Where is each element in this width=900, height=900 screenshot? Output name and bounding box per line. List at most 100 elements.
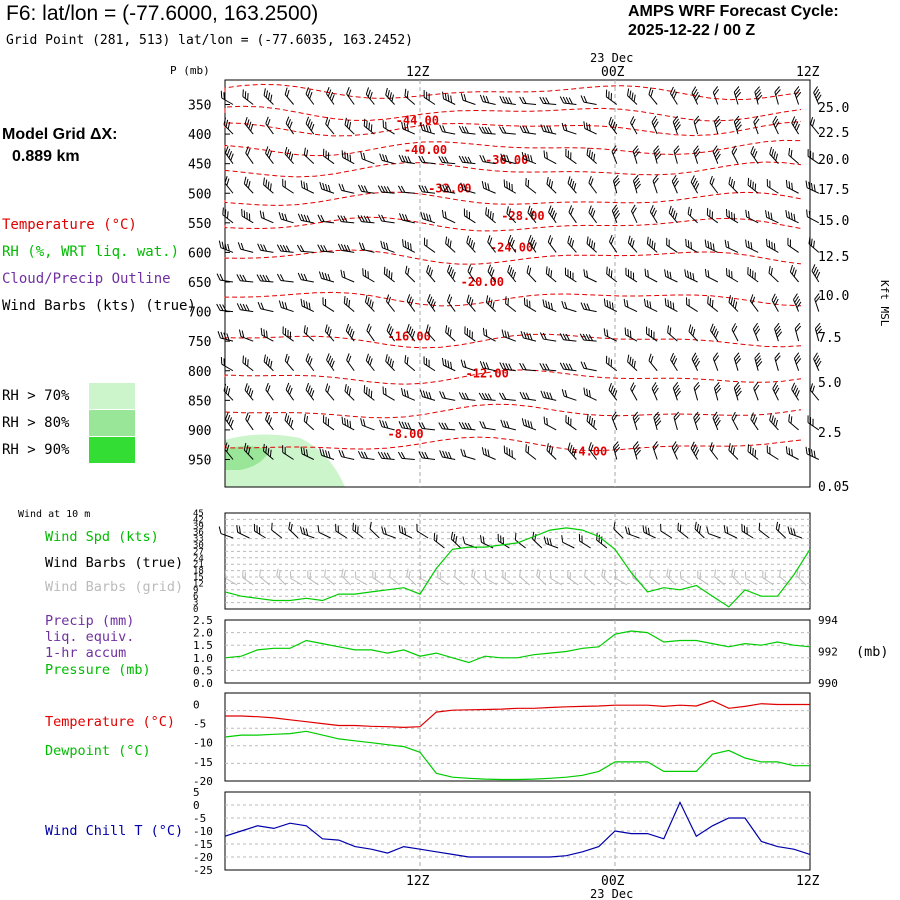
wind-barb — [485, 207, 496, 224]
barb-flag — [550, 447, 554, 455]
wind-barb — [338, 183, 355, 194]
barb-flag — [732, 325, 738, 333]
barb-flag — [750, 146, 755, 154]
barb-staff — [762, 577, 774, 586]
barb-flag — [343, 215, 348, 223]
wind-barb — [648, 353, 658, 372]
barb-flag — [290, 523, 293, 532]
barb-flag — [728, 295, 731, 303]
barb-flag — [771, 415, 774, 423]
barb-staff — [645, 305, 658, 313]
barb-staff — [363, 125, 375, 135]
barb-staff — [523, 369, 537, 372]
barb-staff — [502, 577, 514, 586]
barb-staff — [726, 215, 739, 224]
pressure-line — [224, 630, 811, 664]
legend-wind-barbs-true: Wind Barbs (true) — [45, 555, 184, 571]
barb-flag — [441, 156, 446, 164]
barb-flag — [398, 421, 403, 429]
barb-flag — [674, 212, 678, 220]
wind-barb — [565, 415, 577, 431]
wind-barb — [693, 382, 700, 401]
rh80-region — [225, 446, 270, 470]
wind-barb — [520, 330, 537, 342]
wind-barb — [814, 293, 821, 312]
wind-barb — [499, 95, 516, 105]
barb-flag — [671, 355, 676, 363]
barb-flag — [508, 182, 511, 190]
barb-flag — [649, 238, 652, 246]
windchill-line — [224, 800, 811, 858]
barb-flag — [322, 449, 326, 457]
barb-flag — [816, 271, 821, 279]
barb-flag — [670, 301, 672, 309]
barb-flag — [244, 572, 246, 580]
barb-flag — [713, 328, 718, 336]
barb-flag — [812, 152, 814, 160]
barb-flag — [284, 87, 288, 95]
barb-flag — [645, 326, 648, 334]
barb-staff — [710, 330, 719, 342]
barb-staff — [728, 183, 739, 194]
barb-flag — [808, 210, 811, 219]
barb-flag — [810, 116, 814, 125]
wind-barb — [385, 87, 395, 105]
barb-flag — [567, 570, 569, 578]
barb-staff — [758, 529, 770, 539]
barb-staff — [372, 577, 384, 586]
wind-barb — [245, 412, 254, 431]
barb-flag — [387, 90, 390, 98]
barb-flag — [511, 183, 513, 192]
barb-flag — [735, 387, 741, 394]
barb-flag — [507, 234, 512, 242]
wind-barb — [747, 177, 759, 194]
wind-barb — [238, 329, 254, 342]
barb-staff — [788, 154, 799, 165]
barb-flag — [670, 86, 674, 94]
barb-flag — [710, 242, 713, 250]
barb-staff — [741, 530, 754, 539]
wind-barb — [265, 412, 274, 431]
barb-flag — [444, 359, 447, 367]
barb-flag — [629, 237, 633, 246]
rh-key-80-label: RH > 80% — [2, 415, 70, 431]
barb-staff — [583, 101, 597, 105]
barb-flag — [439, 572, 441, 580]
barb-flag — [692, 328, 696, 337]
barb-flag — [423, 237, 426, 245]
barb-flag — [404, 214, 409, 222]
barb-flag — [807, 415, 809, 423]
barb-flag — [268, 417, 272, 425]
barb-flag — [687, 206, 690, 215]
legend-cloud-outline: Cloud/Precip Outline — [2, 271, 171, 287]
contour-label: -40.00 — [404, 143, 447, 157]
barb-flag — [731, 568, 734, 576]
wind-barb — [423, 90, 436, 105]
wind-barb — [259, 210, 274, 224]
barb-flag — [444, 156, 449, 164]
wind-barb — [684, 269, 698, 283]
barb-flag — [421, 185, 426, 193]
barb-staff — [567, 182, 577, 194]
barb-flag — [816, 328, 823, 335]
wind-barb — [774, 322, 783, 342]
barb-flag — [448, 451, 452, 459]
barb-flag — [772, 382, 777, 389]
barb-flag — [529, 300, 531, 309]
kft-tick-label: 7.5 — [818, 331, 841, 346]
barb-staff — [389, 576, 400, 586]
barb-flag — [468, 296, 472, 305]
barb-flag — [267, 92, 271, 100]
barb-flag — [328, 328, 332, 337]
barb-staff — [303, 332, 315, 342]
wind-barb — [362, 268, 375, 283]
barb-staff — [693, 121, 699, 135]
precip-ytick: 2.5 — [193, 614, 213, 627]
barb-flag — [218, 240, 222, 248]
barb-flag — [428, 93, 430, 101]
barb-staff — [545, 273, 557, 283]
barb-staff — [485, 578, 498, 586]
barb-staff — [519, 576, 530, 586]
wind-barb — [503, 445, 517, 460]
barb-flag — [613, 177, 620, 184]
